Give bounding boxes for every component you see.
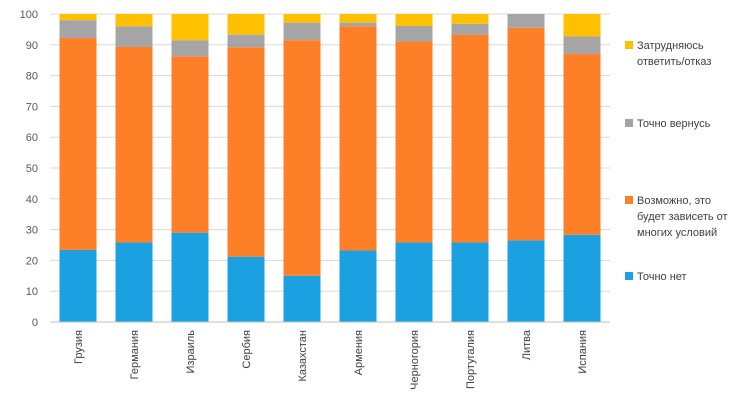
x-category-label: Португалия xyxy=(465,330,477,389)
bar-segment xyxy=(227,256,265,322)
bar-segment xyxy=(395,14,433,27)
legend-swatch xyxy=(625,272,633,280)
bar-segment xyxy=(227,14,265,35)
bar-segment xyxy=(451,34,489,243)
bar-segment xyxy=(507,14,545,28)
legend-label: Затрудняюсь xyxy=(637,40,704,52)
legend-label: многих условий xyxy=(637,227,717,239)
legend-label: Возможно, это xyxy=(637,195,711,207)
y-tick-label: 40 xyxy=(26,194,38,206)
bar-segment xyxy=(507,27,545,241)
x-category-label: Израиль xyxy=(185,330,197,374)
x-category-label: Германия xyxy=(129,330,141,379)
bar-segment xyxy=(59,38,97,250)
bar-segment xyxy=(115,242,153,322)
bar-segment xyxy=(563,54,601,235)
bar-segment xyxy=(395,41,433,243)
bar-segment xyxy=(339,250,377,322)
y-tick-label: 100 xyxy=(20,9,38,21)
bar-segment xyxy=(115,26,153,47)
legend-swatch xyxy=(625,119,633,127)
y-tick-label: 50 xyxy=(26,163,38,175)
legend-swatch xyxy=(625,196,633,204)
legend-label: ответить/отказ xyxy=(637,56,711,68)
bar-segment xyxy=(339,14,377,23)
bar-segment xyxy=(171,56,209,233)
y-axis: 0 10 20 30 40 50 60 70 80 90 100 xyxy=(20,9,38,329)
x-category-label: Грузия xyxy=(73,330,85,364)
x-category-label: Литва xyxy=(521,329,533,360)
bar-segment xyxy=(59,20,97,39)
x-category-label: Сербия xyxy=(241,330,253,369)
bar-segment xyxy=(171,232,209,322)
bar-segment xyxy=(171,40,209,57)
bar-segment xyxy=(339,22,377,27)
bar-segment xyxy=(283,14,321,23)
y-tick-label: 10 xyxy=(26,286,38,298)
bar-segment xyxy=(507,240,545,322)
x-category-label: Испания xyxy=(577,330,589,374)
bar-segment xyxy=(283,40,321,276)
bar-segment xyxy=(451,242,489,322)
x-category-label: Казахстан xyxy=(297,330,309,382)
bar-segment xyxy=(451,23,489,35)
x-category-label: Черногория xyxy=(409,330,421,390)
y-tick-label: 0 xyxy=(32,317,38,329)
legend-label: Точно нет xyxy=(637,271,687,283)
legend-label: будет зависеть от xyxy=(637,211,728,223)
y-tick-label: 70 xyxy=(26,101,38,113)
y-tick-label: 80 xyxy=(26,71,38,83)
bar-segment xyxy=(59,249,97,322)
bar-segment xyxy=(563,14,601,37)
bar-segment xyxy=(59,14,97,21)
y-tick-label: 30 xyxy=(26,225,38,237)
bar-segment xyxy=(563,234,601,322)
y-tick-label: 90 xyxy=(26,40,38,52)
bars xyxy=(59,14,601,322)
legend-label: Точно вернусь xyxy=(637,118,711,130)
bar-segment xyxy=(115,14,153,27)
x-axis: Грузия Германия Израиль Сербия Казахстан Арме… xyxy=(50,321,610,390)
bar-segment xyxy=(227,47,265,257)
y-tick-label: 20 xyxy=(26,255,38,267)
bar-segment xyxy=(395,242,433,322)
legend: Затрудняюсь ответить/отказ Точно вернусь Во… xyxy=(625,40,728,283)
bar-segment xyxy=(171,14,209,41)
bar-segment xyxy=(563,36,601,55)
bar-segment xyxy=(283,275,321,322)
bar-segment xyxy=(283,22,321,41)
bar-segment xyxy=(115,46,153,243)
bar-segment xyxy=(395,26,433,42)
bar-segment xyxy=(339,26,377,251)
bar-segment xyxy=(227,34,265,48)
y-tick-label: 60 xyxy=(26,132,38,144)
x-category-label: Армения xyxy=(353,330,365,375)
legend-swatch xyxy=(625,41,633,49)
bar-segment xyxy=(451,14,489,24)
